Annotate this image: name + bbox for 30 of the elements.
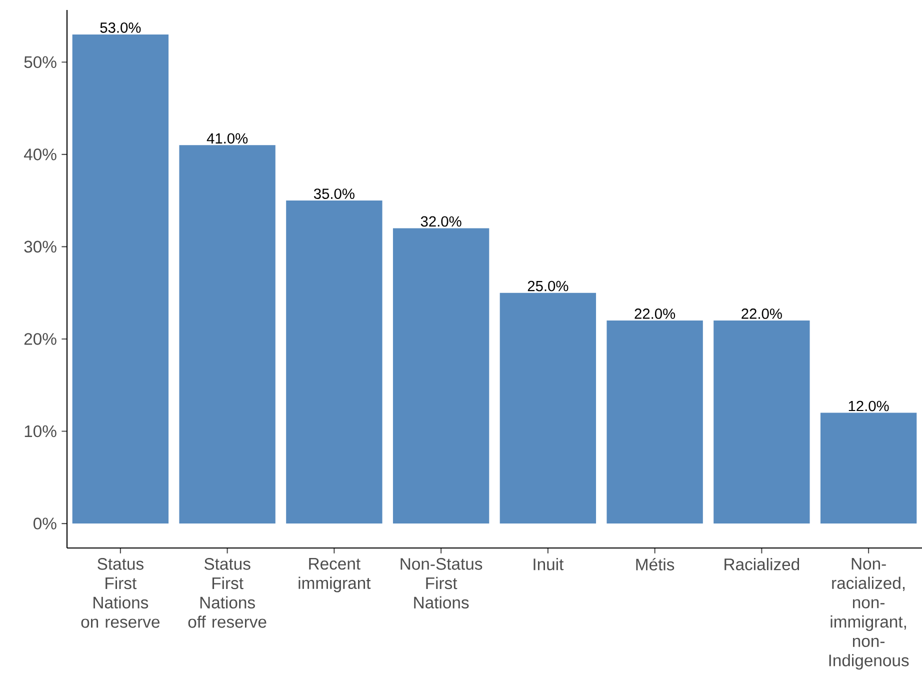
bar <box>606 320 703 524</box>
data-label: 32.0% <box>420 216 462 227</box>
x-tick-label: Racialized <box>724 558 800 570</box>
x-tick-label: Non-Status First Nations <box>400 558 482 608</box>
y-tick-label: 10% <box>24 425 56 438</box>
x-tick-label: Métis <box>636 558 674 570</box>
bar <box>72 34 169 524</box>
y-tick-label: 30% <box>24 240 56 253</box>
bar <box>714 320 810 524</box>
x-tick-label: Status First Nations on reserve <box>81 558 160 628</box>
y-tick-label: 0% <box>34 518 56 530</box>
x-tick-label: Recent immigrant <box>298 558 371 592</box>
bar <box>500 292 596 524</box>
x-tick-label: Inuit <box>534 558 564 570</box>
data-label: 35.0% <box>314 188 354 199</box>
x-tick-label: Status First Nations off reserve <box>188 558 266 628</box>
data-label: 41.0% <box>206 133 248 144</box>
x-tick-label: Non-racialized, non-immigrant, non-Indigenous <box>829 558 909 670</box>
y-tick-label: 50% <box>24 56 56 68</box>
data-label: 22.0% <box>742 308 782 319</box>
bar <box>179 145 276 524</box>
data-label: 12.0% <box>848 400 889 412</box>
data-label: 22.0% <box>634 308 676 319</box>
bar <box>392 228 490 524</box>
bar <box>286 200 382 524</box>
data-label: 25.0% <box>528 280 568 292</box>
y-tick-label: 40% <box>24 148 56 160</box>
bar <box>820 412 917 524</box>
y-tick-label: 20% <box>24 333 56 345</box>
data-label: 53.0% <box>100 22 141 33</box>
